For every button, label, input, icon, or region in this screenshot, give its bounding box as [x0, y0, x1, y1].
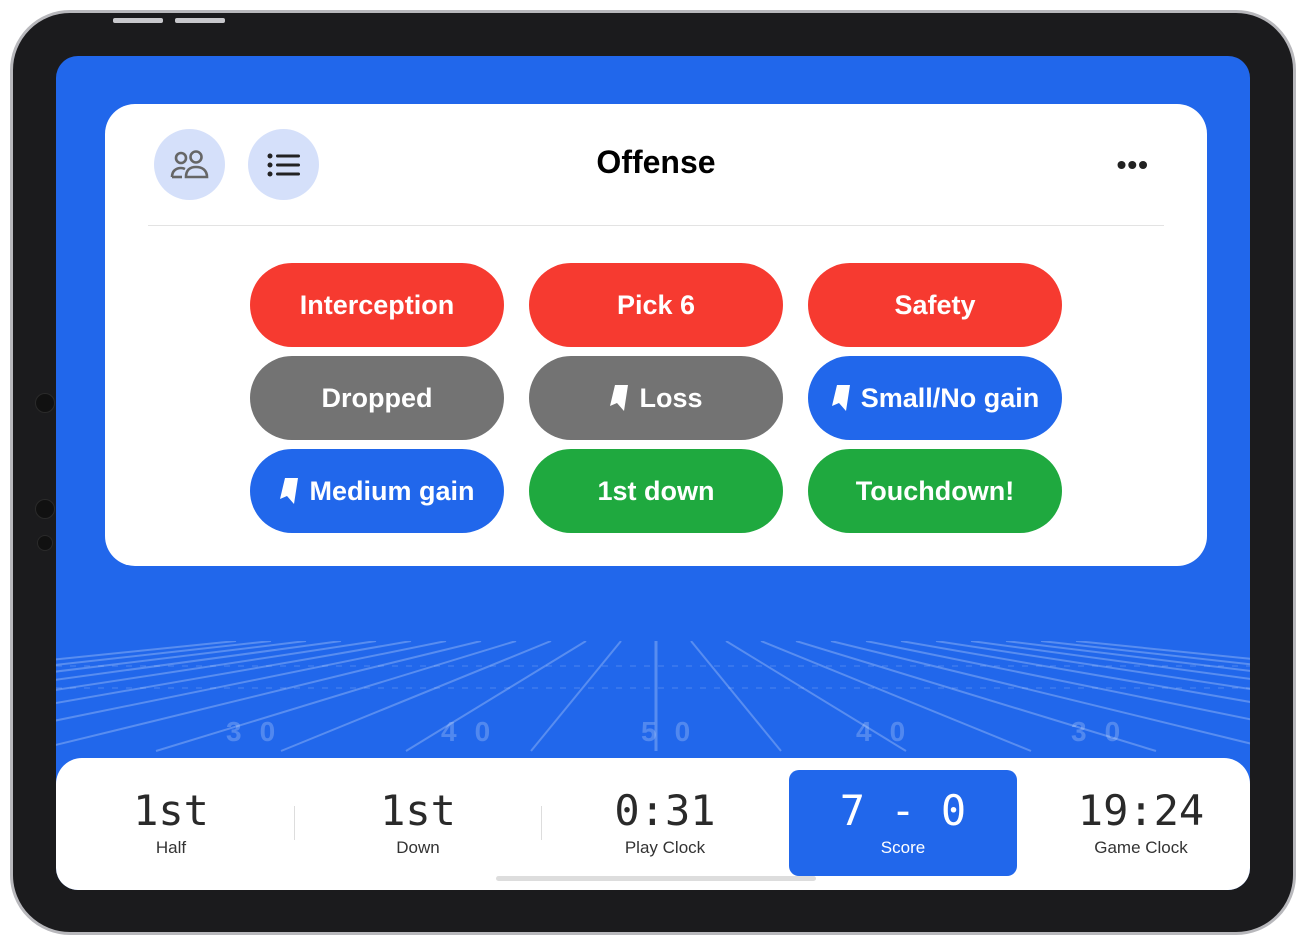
down-stat: 1st Down	[304, 788, 532, 858]
tag-icon	[280, 478, 299, 504]
play-button-small-no-gain[interactable]: Small/No gain	[808, 356, 1062, 440]
play-button-interception[interactable]: Interception	[250, 263, 504, 347]
football-field-graphic: 30 40 50 40 30	[56, 641, 1250, 752]
yard-line	[56, 641, 412, 704]
yard-line	[935, 641, 1250, 690]
list-icon	[267, 153, 300, 176]
people-icon	[170, 149, 208, 178]
yard-line	[56, 641, 377, 691]
score-stat: 7 - 0 Score	[789, 788, 1017, 858]
players-button[interactable]	[154, 129, 225, 200]
button-label: Loss	[639, 382, 703, 413]
yard-line	[970, 641, 1250, 680]
play-card: Offense ••• Interception Pick 6 Safety Drop…	[105, 104, 1207, 566]
yard-line	[1040, 641, 1250, 666]
yard-line	[1005, 641, 1250, 672]
sensor-icon	[37, 535, 53, 551]
yard-number: 30	[226, 716, 293, 747]
yard-line	[56, 641, 307, 673]
yard-line	[530, 641, 622, 752]
game-clock-label: Game Clock	[1094, 838, 1188, 857]
score-value: 7 - 0	[839, 786, 967, 835]
yard-line	[56, 641, 482, 746]
ellipsis-icon[interactable]: •••	[1116, 149, 1149, 180]
yard-line	[795, 641, 1157, 752]
yard-line	[760, 641, 1032, 752]
game-clock-stat[interactable]: 19:24 Game Clock	[1027, 788, 1250, 858]
play-button-1st-down[interactable]: 1st down	[529, 449, 783, 533]
button-label: Safety	[894, 289, 976, 320]
yard-number: 40	[856, 716, 923, 747]
yard-line	[725, 641, 907, 752]
yard-number: 30	[1071, 716, 1138, 747]
score-label: Score	[880, 838, 926, 857]
half-stat: 1st Half	[57, 788, 285, 858]
half-label: Half	[155, 838, 187, 857]
button-label: Small/No gain	[860, 382, 1040, 413]
yard-line	[56, 641, 272, 666]
button-label: Dropped	[321, 382, 433, 413]
yard-number: 40	[441, 716, 508, 747]
hardware-button	[113, 18, 163, 23]
yard-line	[56, 641, 342, 681]
divider	[541, 806, 542, 840]
yard-line	[830, 641, 1250, 745]
list-button[interactable]	[248, 129, 319, 200]
tag-icon	[831, 385, 850, 411]
button-label: Interception	[299, 289, 455, 320]
button-label: Medium gain	[309, 475, 475, 506]
tag-icon	[610, 385, 629, 411]
yard-line	[900, 641, 1250, 703]
app-screen: Offense ••• Interception Pick 6 Safety Drop…	[56, 56, 1250, 890]
play-button-dropped[interactable]: Dropped	[250, 356, 504, 440]
camera-icon	[35, 499, 55, 519]
page-title: Offense	[596, 144, 716, 180]
divider	[148, 225, 1164, 226]
game-clock-value: 19:24	[1077, 786, 1205, 835]
play-button-medium-gain[interactable]: Medium gain	[250, 449, 504, 533]
yard-line	[865, 641, 1250, 721]
home-indicator[interactable]	[496, 876, 816, 881]
down-label: Down	[396, 838, 440, 857]
play-clock-value: 0:31	[614, 786, 716, 835]
half-value: 1st	[133, 786, 209, 835]
play-clock-stat[interactable]: 0:31 Play Clock	[551, 788, 779, 858]
yard-line	[280, 641, 552, 752]
play-button-pick-6[interactable]: Pick 6	[529, 263, 783, 347]
play-buttons: Interception Pick 6 Safety Dropped Loss Small…	[250, 263, 1062, 533]
hardware-button	[175, 18, 225, 23]
button-label: 1st down	[597, 475, 715, 506]
play-button-safety[interactable]: Safety	[808, 263, 1062, 347]
play-button-touchdown[interactable]: Touchdown!	[808, 449, 1062, 533]
play-clock-label: Play Clock	[624, 838, 706, 857]
camera-icon	[35, 393, 55, 413]
yard-line	[405, 641, 587, 752]
button-label: Pick 6	[616, 289, 696, 320]
play-button-loss[interactable]: Loss	[529, 356, 783, 440]
button-label: Touchdown!	[855, 475, 1015, 506]
divider	[294, 806, 295, 840]
scoreboard: 1st Half 1st Down 0:31 Play Clock 7 - 0 Scor…	[56, 758, 1250, 890]
down-value: 1st	[380, 786, 456, 835]
yard-line	[56, 641, 447, 722]
yard-line	[155, 641, 517, 752]
yard-number: 50	[641, 716, 708, 747]
score-box[interactable]: 7 - 0 Score	[789, 770, 1017, 876]
yard-line	[690, 641, 782, 752]
